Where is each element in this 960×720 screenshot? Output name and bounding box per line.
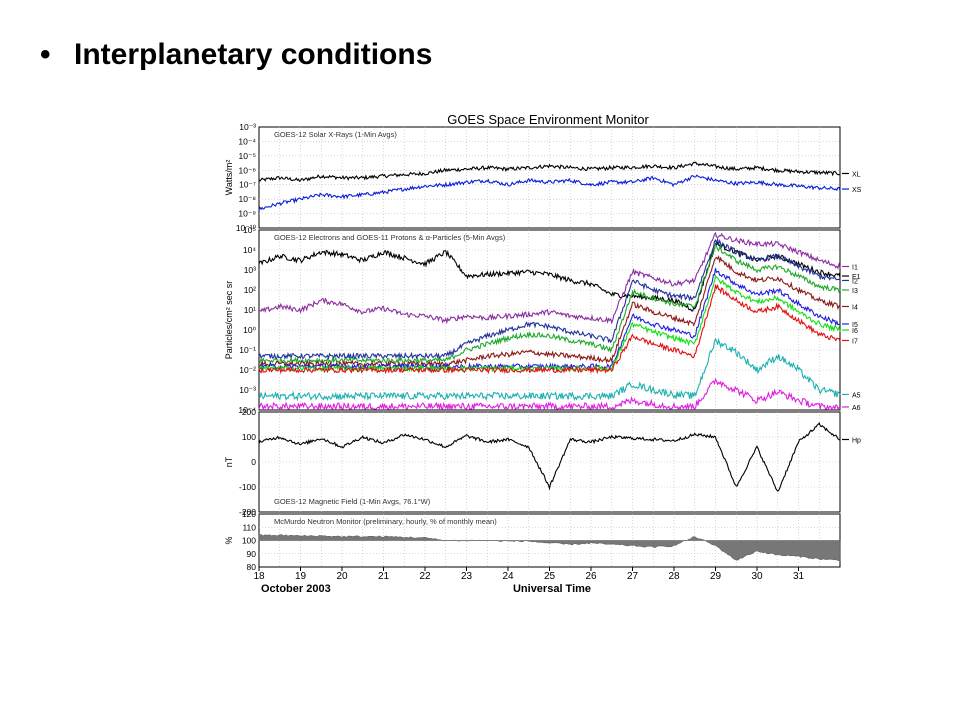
series-line-xl [258,161,841,183]
panel-0: 10⁻³ 10⁻⁴ 10⁻⁵ 10⁻⁶ 10⁻⁷ 10⁻⁸ 10⁻⁹ 10⁻¹⁰ Watts/m… [224,122,862,233]
y-tick-label: 100 [242,536,256,546]
slide-title-text: Interplanetary conditions [74,38,433,71]
series-line-i1 [258,231,841,325]
x-tick-label: 24 [502,571,514,582]
y-tick-label: 10⁻² [239,365,256,375]
series-line-i7 [258,283,841,375]
series-line-i2 [258,237,841,361]
y-tick-label: -200 [239,507,256,517]
legend-label: I4 [852,304,858,311]
panel-subtitle: McMurdo Neutron Monitor (preliminary, ho… [274,517,497,526]
y-tick-label: 10⁰ [243,325,256,335]
y-tick-label: 10⁴ [243,245,256,255]
x-axis-month: October 2003 [261,583,331,595]
y-tick-label: 10⁻¹⁰ [236,223,257,233]
y-tick-label: 10⁻³ [239,122,256,132]
y-tick-label: 10⁻⁴ [238,405,256,415]
series-line-e1 [258,241,841,312]
panel-3: 120 110 100 90 80% McMurdo Neutron Monitor (p… [224,509,841,572]
y-tick-label: 120 [242,509,256,519]
panel-2: 200 100 0 -100 -200 nT GOES-12 Magnetic Field … [224,407,861,517]
y-axis-label: Watts/m² [224,160,234,196]
x-tick-label: 27 [627,571,639,582]
series-line-hp [258,422,841,492]
legend-label: I3 [852,288,858,295]
y-tick-label: 10³ [244,265,256,275]
x-tick-label: 28 [668,571,680,582]
x-tick-label: 21 [378,571,390,582]
x-tick-label: 20 [336,571,348,582]
x-tick-label: 25 [544,571,556,582]
series-line-a5 [259,337,841,402]
y-tick-label: 10⁻⁵ [239,151,256,161]
legend-label: I2 [852,278,858,285]
x-axis-label: Universal Time [513,583,591,595]
y-tick-label: 10⁵ [243,225,256,235]
legend-label: A5 [852,392,861,399]
y-axis-label: nT [224,456,234,467]
x-axis: 18 19 20 21 22 23 24 25 26 27 28 29 30 31 [253,567,804,582]
legend-label: I1 [852,264,858,271]
legend-label: I5 [852,322,858,329]
slide-title: • Interplanetary conditions [40,38,432,72]
x-tick-label: 31 [793,571,805,582]
panel-1: 10⁵ 10⁴ 10³ 10² 10¹ 10⁰ 10⁻¹ 10⁻² 10⁻³ 10⁻⁴ Partic… [224,225,861,415]
bullet-icon: • [40,38,51,71]
legend-label: XS [852,187,862,194]
y-tick-label: 10⁻⁷ [239,180,256,190]
x-tick-label: 29 [710,571,722,582]
series-line-a6 [258,377,841,412]
y-tick-label: 100 [242,432,256,442]
panel-subtitle: GOES-12 Magnetic Field (1-Min Avgs, 76.1… [274,497,431,506]
series-line-xs [258,174,841,211]
y-tick-label: 10⁻³ [239,385,256,395]
y-tick-label: -100 [239,482,256,492]
panel-subtitle: GOES-12 Solar X-Rays (1-Min Avgs) [274,130,397,139]
y-tick-label: 10⁻¹ [239,345,256,355]
x-tick-label: 23 [461,571,473,582]
x-tick-label: 30 [751,571,763,582]
y-tick-label: 10⁻⁸ [238,194,256,204]
series-line-i4 [259,255,841,369]
x-tick-label: 26 [585,571,597,582]
legend-label: E1 [852,274,861,281]
chart-panels: 10⁻³ 10⁻⁴ 10⁻⁵ 10⁻⁶ 10⁻⁷ 10⁻⁸ 10⁻⁹ 10⁻¹⁰ Watts/m… [224,122,862,572]
y-tick-label: 10¹ [244,305,256,315]
x-tick-label: 18 [253,571,265,582]
legend-label: XL [852,171,861,178]
x-tick-label: 22 [419,571,431,582]
y-axis-label: % [224,536,234,544]
y-tick-label: 80 [247,562,257,572]
y-tick-label: 10⁻⁶ [239,165,256,175]
chart-title: GOES Space Environment Monitor [447,112,649,127]
y-tick-label: 10⁻⁴ [238,136,256,146]
series-area-mcmurdo [258,534,841,562]
y-tick-label: 10² [244,285,256,295]
y-tick-label: 200 [242,407,256,417]
x-tick-label: 19 [295,571,307,582]
y-tick-label: 0 [251,457,256,467]
legend-label: I7 [852,338,858,345]
series-line-i5 [259,268,841,372]
y-tick-label: 10⁻⁹ [238,209,256,219]
legend-label: A6 [852,405,861,412]
legend-label: Hp [852,438,861,445]
panel-subtitle: GOES-12 Electrons and GOES-11 Protons & … [274,233,506,242]
y-tick-label: 110 [242,522,256,532]
series-line-i3 [258,243,841,365]
legend-label: I6 [852,328,858,335]
y-axis-label: Particles/cm² sec sr [224,281,234,360]
y-tick-label: 90 [247,549,257,559]
